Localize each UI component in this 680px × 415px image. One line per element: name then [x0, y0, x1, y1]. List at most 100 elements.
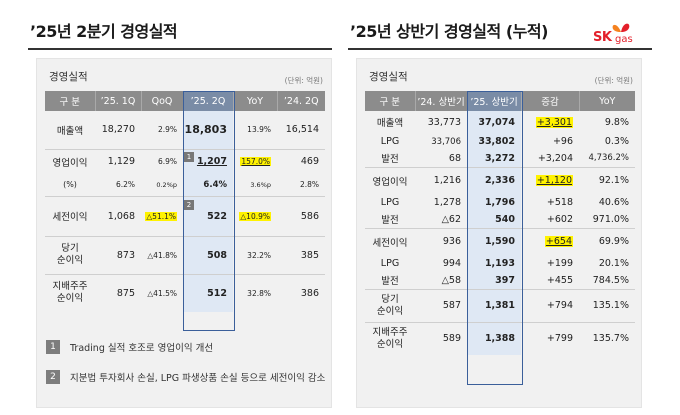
table-row: 영업이익 1,129 6.9% 1,207 157.0% 469 — [45, 148, 325, 174]
cell: 936 — [415, 227, 467, 255]
cell: 2,336 — [467, 166, 521, 194]
cell: 2.9% — [157, 125, 177, 135]
cell: 784.5% — [592, 274, 629, 286]
row-label: 세전이익 — [45, 195, 95, 236]
row-label-line: 당기 — [61, 243, 79, 254]
row-label-line: 순이익 — [56, 293, 84, 305]
row-label: 세전이익 — [365, 227, 415, 255]
column-header: ’24. 2Q — [277, 91, 325, 111]
cell: +199 — [546, 258, 573, 269]
cell: 386 — [277, 273, 325, 312]
cell: +518 — [546, 197, 573, 208]
cell: 1,068 — [95, 195, 141, 236]
row-label-line: 순이익 — [56, 255, 84, 266]
right-box-label: 경영실적 — [369, 71, 408, 83]
cell: 397 — [467, 272, 521, 289]
row-label-line: 지배주주 — [372, 326, 408, 338]
cell: 37,074 — [467, 111, 521, 133]
cell: 587 — [415, 288, 467, 322]
cell: 0.2%p — [156, 180, 177, 189]
table-header-row: 구 분 ’25. 1Q QoQ ’25. 2Q YoY ’24. 2Q — [45, 91, 325, 111]
cell: 3,272 — [467, 150, 521, 167]
row-label-line: 당기 — [381, 293, 399, 305]
note-text: 지분법 투자회사 손실, LPG 파생상품 손실 등으로 세전이익 감소 — [70, 373, 326, 384]
highlighted-value: +654 — [544, 236, 573, 248]
cell: △51.1% — [141, 195, 183, 236]
cell: △41.5% — [141, 273, 183, 312]
table-row: 당기 순이익 873 △41.8% 508 32.2% 385 — [45, 235, 325, 274]
table-header-row: 구 분 ’24. 상반기 ’25. 상반기 증감 YoY — [365, 91, 635, 111]
cell: 469 — [277, 148, 325, 174]
cell: 18,270 — [101, 124, 135, 136]
cell: 68 — [448, 152, 461, 164]
cell: +3,204 — [537, 152, 573, 164]
logo-brand-text: SK — [593, 30, 612, 45]
cell: +654 — [521, 227, 579, 255]
column-header: QoQ — [141, 91, 184, 111]
cell: 32.2% — [233, 235, 277, 274]
column-header: ’25. 상반기 — [467, 91, 522, 111]
cell: +794 — [521, 288, 579, 322]
table-row: LPG 1,278 1,796 +518 40.6% — [365, 194, 635, 211]
cell: +96 — [552, 136, 573, 147]
note-number: 2 — [46, 370, 60, 384]
cell: 135.7% — [579, 321, 635, 355]
cell: 6.2% — [115, 180, 135, 190]
table-row: LPG 33,706 33,802 +96 0.3% — [365, 133, 635, 150]
row-label-line: 순이익 — [376, 305, 404, 317]
cell: 157.0% — [233, 148, 277, 174]
highlighted-value: +1,120 — [535, 175, 573, 187]
row-label: 지배주주 순이익 — [365, 321, 415, 355]
cell: 589 — [415, 321, 467, 355]
cell: 4,736.2% — [588, 153, 629, 164]
note-text: Trading 실적 호조로 영업이익 개선 — [70, 343, 214, 354]
sk-gas-logo: SK gas — [593, 22, 653, 48]
note-item: 2 지분법 투자회사 손실, LPG 파생상품 손실 등으로 세전이익 감소 — [46, 370, 325, 384]
column-header: YoY — [579, 91, 635, 111]
cell: 1,129 — [95, 148, 141, 174]
cell: 33,706 — [431, 136, 461, 147]
cell: 1,381 — [467, 288, 521, 322]
row-label: LPG — [380, 136, 400, 147]
table-row: 발전 △58 397 +455 784.5% — [365, 272, 635, 289]
row-label: 당기 순이익 — [45, 235, 95, 274]
cell: 875 — [95, 273, 141, 312]
left-unit-note: (단위: 억원) — [284, 76, 323, 85]
cell: 135.1% — [579, 288, 635, 322]
table-row: (%) 6.2% 0.2%p 6.4% 3.6%p 2.8% — [45, 174, 325, 196]
cell: 586 — [277, 195, 325, 236]
left-results-panel: 경영실적 (단위: 억원) 구 분 ’25. 1Q QoQ ’25. 2Q Yo… — [36, 58, 332, 408]
table-row: 발전 △62 540 +602 971.0% — [365, 211, 635, 228]
cell: 1,388 — [467, 321, 521, 355]
table-row: 지배주주 순이익 589 1,388 +799 135.7% — [365, 321, 635, 355]
row-label: 발전 — [381, 215, 399, 227]
table-row: LPG 994 1,193 +199 20.1% — [365, 255, 635, 272]
cell: 40.6% — [598, 197, 629, 208]
table-row: 당기 순이익 587 1,381 +794 135.1% — [365, 288, 635, 322]
quarterly-results-table: 구 분 ’25. 1Q QoQ ’25. 2Q YoY ’24. 2Q 매출액 … — [45, 91, 325, 312]
column-header: YoY — [233, 91, 278, 111]
row-label-line: 지배주주 — [52, 281, 88, 293]
row-label: LPG — [380, 258, 400, 269]
cell: 20.1% — [598, 258, 629, 269]
highlighted-value: 1,207 — [196, 156, 227, 168]
cell: △62 — [441, 213, 461, 225]
right-unit-note: (단위: 억원) — [594, 76, 633, 85]
table-row: 발전 68 3,272 +3,204 4,736.2% — [365, 150, 635, 167]
cell: △41.8% — [141, 235, 183, 274]
cell: +455 — [546, 274, 573, 286]
column-header: ’25. 1Q — [95, 91, 142, 111]
left-title-divider — [28, 48, 332, 50]
cell: △58 — [441, 274, 461, 286]
row-label: LPG — [380, 197, 400, 208]
note-number: 1 — [46, 340, 60, 354]
cell: 1,590 — [467, 227, 521, 255]
column-header: 구 분 — [365, 91, 416, 111]
row-label: 매출액 — [376, 118, 404, 129]
row-label: (%) — [63, 180, 77, 190]
cell: 6.9% — [141, 148, 183, 174]
left-box-label: 경영실적 — [49, 71, 88, 83]
cell: 873 — [95, 235, 141, 274]
cell: 9.8% — [604, 116, 629, 128]
cell: 512 — [183, 273, 233, 312]
